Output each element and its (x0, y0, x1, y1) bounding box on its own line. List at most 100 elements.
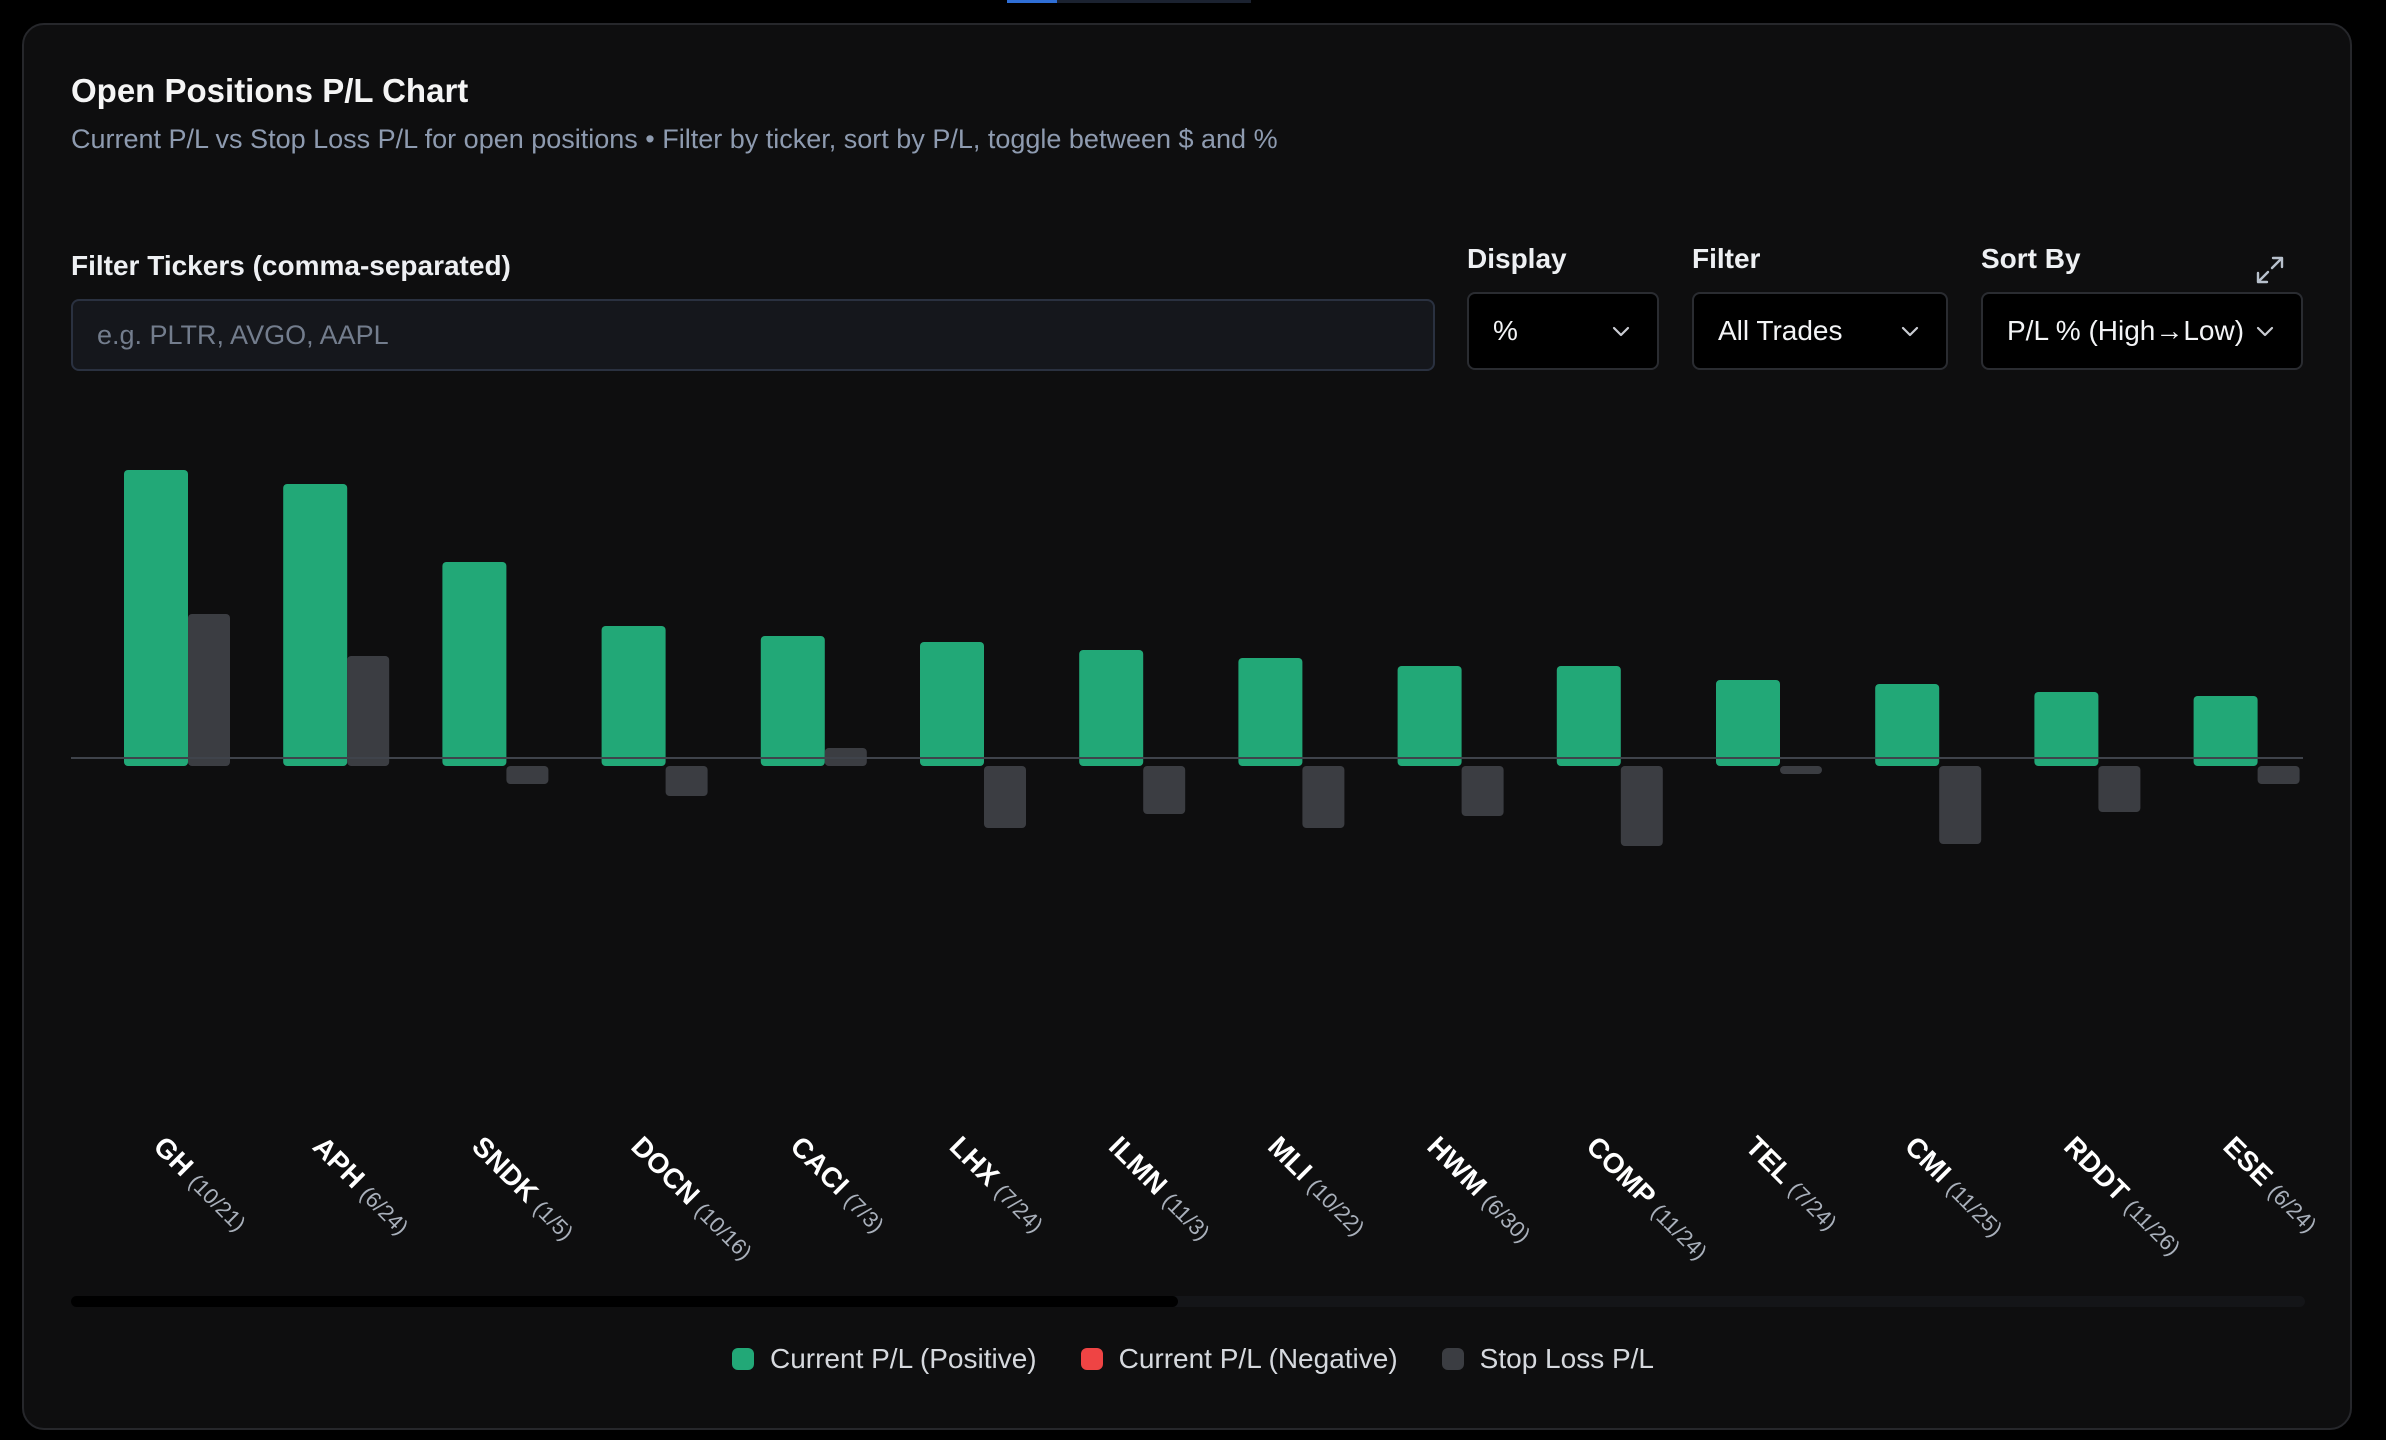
legend-label-negative: Current P/L (Negative) (1118, 1343, 1398, 1374)
sort-label: Sort By (1981, 243, 2081, 274)
bar-current-positive (1397, 666, 1462, 766)
x-tick-ticker: MLI (1262, 1130, 1318, 1186)
x-tick-label: ILMN(11/3) (1103, 1130, 1218, 1245)
x-tick-ticker: ESE (2217, 1130, 2279, 1192)
legend-label-stop-loss: Stop Loss P/L (1479, 1343, 1655, 1374)
x-tick-label: GH(10/21) (148, 1130, 255, 1237)
x-tick-date: (6/24) (2263, 1179, 2321, 1237)
sort-select-value: P/L % (High→Low) (2007, 315, 2245, 346)
display-label: Display (1467, 243, 1567, 274)
filter-select[interactable]: All Trades (1692, 292, 1948, 370)
bar-current-positive (124, 470, 188, 766)
bar-current-positive (442, 562, 507, 766)
bar-current-positive (2193, 696, 2258, 766)
x-tick-label: DOCN(10/16) (625, 1130, 760, 1265)
bar-current-positive (1556, 666, 1621, 766)
bar-stop-loss (1143, 766, 1186, 814)
bar-stop-loss (1302, 766, 1345, 828)
bar-current-positive (1079, 650, 1144, 766)
chart-scrollbar-track[interactable] (71, 1296, 2305, 1307)
display-select-value: % (1493, 315, 1518, 346)
expand-icon[interactable] (2254, 254, 2286, 286)
x-tick-label: RDDT(11/26) (2058, 1130, 2189, 1261)
x-tick-date: (11/26) (2120, 1195, 2186, 1261)
x-tick-date: (7/3) (839, 1188, 889, 1238)
active-tab-marker (1007, 0, 1057, 3)
sort-select[interactable]: P/L % (High→Low) (1981, 292, 2303, 370)
bar-stop-loss (506, 766, 549, 784)
x-tick-label: HWM(6/30) (1421, 1130, 1539, 1248)
bar-current-positive (760, 636, 825, 766)
x-tick-ticker: CMI (1899, 1130, 1957, 1188)
x-tick-ticker: ILMN (1103, 1130, 1173, 1200)
ticker-filter-input[interactable] (71, 299, 1435, 371)
x-tick-label: MLI(10/22) (1262, 1130, 1373, 1241)
bar-current-positive (2034, 692, 2099, 766)
x-tick-label: CMI(11/25) (1899, 1130, 2011, 1242)
bar-stop-loss (2098, 766, 2141, 812)
chart-card (22, 23, 2352, 1430)
x-tick-date: (11/25) (1942, 1176, 2008, 1242)
x-tick-label: COMP(11/24) (1581, 1130, 1716, 1265)
x-tick-label: CACI(7/3) (785, 1130, 893, 1238)
x-tick-ticker: CACI (785, 1130, 855, 1200)
bar-stop-loss (984, 766, 1026, 828)
bar-current-positive (601, 626, 666, 766)
x-tick-ticker: DOCN (625, 1130, 705, 1210)
x-tick-label: SNDK(1/5) (466, 1130, 582, 1246)
x-tick-date: (6/30) (1477, 1189, 1535, 1247)
bar-stop-loss (1461, 766, 1504, 816)
bar-stop-loss (1780, 766, 1822, 774)
x-tick-label: APH(6/24) (307, 1130, 417, 1240)
chart-scrollbar-thumb[interactable] (71, 1296, 1178, 1307)
x-tick-label: TEL(7/24) (1740, 1130, 1846, 1236)
x-tick-ticker: APH (307, 1130, 371, 1194)
page-subtitle: Current P/L vs Stop Loss P/L for open po… (71, 124, 1278, 154)
bar-stop-loss (665, 766, 708, 796)
filter-label: Filter (1692, 243, 1761, 274)
top-tab-indicator (1007, 0, 1251, 3)
filter-select-value: All Trades (1718, 315, 1843, 346)
legend-item-stop-loss[interactable]: Stop Loss P/L (1441, 1343, 1655, 1375)
bar-stop-loss (188, 614, 230, 766)
x-tick-ticker: RDDT (2058, 1130, 2135, 1207)
chevron-down-icon (1612, 326, 1630, 337)
legend-item-negative[interactable]: Current P/L (Negative) (1080, 1343, 1398, 1375)
x-tick-date: (11/24) (1646, 1199, 1712, 1265)
legend-label-positive: Current P/L (Positive) (769, 1343, 1037, 1374)
ticker-filter-label: Filter Tickers (comma-separated) (71, 250, 511, 281)
x-tick-date: (6/24) (355, 1181, 413, 1239)
bar-stop-loss (1620, 766, 1663, 846)
x-tick-ticker: GH (148, 1130, 200, 1182)
x-tick-date: (10/21) (184, 1169, 251, 1236)
legend-swatch-negative (1080, 1348, 1103, 1370)
legend-swatch-stop-loss (1441, 1348, 1464, 1370)
pl-bar-chart: GH(10/21)APH(6/24)SNDK(1/5)DOCN(10/16)CA… (71, 470, 2325, 1265)
bar-current-positive (1238, 658, 1303, 766)
bar-current-positive (283, 484, 348, 766)
x-tick-date: (7/24) (1784, 1177, 1842, 1235)
x-tick-date: (10/16) (690, 1198, 757, 1265)
chevron-down-icon (1901, 326, 1919, 337)
x-tick-date: (7/24) (990, 1179, 1048, 1237)
bar-stop-loss (2257, 766, 2300, 784)
x-tick-label: ESE(6/24) (2217, 1130, 2325, 1238)
bar-current-positive (920, 642, 984, 766)
bar-stop-loss (347, 656, 390, 766)
bar-stop-loss (1939, 766, 1982, 844)
x-tick-ticker: HWM (1421, 1130, 1492, 1201)
x-tick-ticker: SNDK (466, 1130, 544, 1208)
x-tick-date: (11/3) (1158, 1188, 1215, 1245)
bar-current-positive (1875, 684, 1940, 766)
x-tick-label: LHX(7/24) (944, 1130, 1052, 1238)
x-tick-date: (1/5) (529, 1196, 579, 1246)
display-select[interactable]: % (1467, 292, 1659, 370)
x-tick-date: (10/22) (1303, 1174, 1370, 1241)
x-tick-ticker: COMP (1581, 1130, 1662, 1211)
x-tick-ticker: TEL (1740, 1130, 1799, 1189)
legend-item-positive[interactable]: Current P/L (Positive) (731, 1343, 1037, 1375)
legend-swatch-positive (731, 1348, 754, 1370)
page-title: Open Positions P/L Chart (71, 72, 469, 109)
bar-current-positive (1716, 680, 1780, 766)
x-tick-ticker: LHX (944, 1130, 1006, 1192)
